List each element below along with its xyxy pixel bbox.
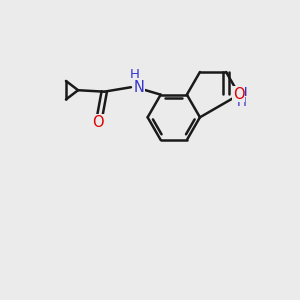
Text: O: O [232,87,244,102]
Text: N: N [237,87,248,102]
Text: N: N [134,80,144,95]
Text: H: H [130,68,140,81]
Text: O: O [92,115,104,130]
Text: H: H [237,97,247,110]
